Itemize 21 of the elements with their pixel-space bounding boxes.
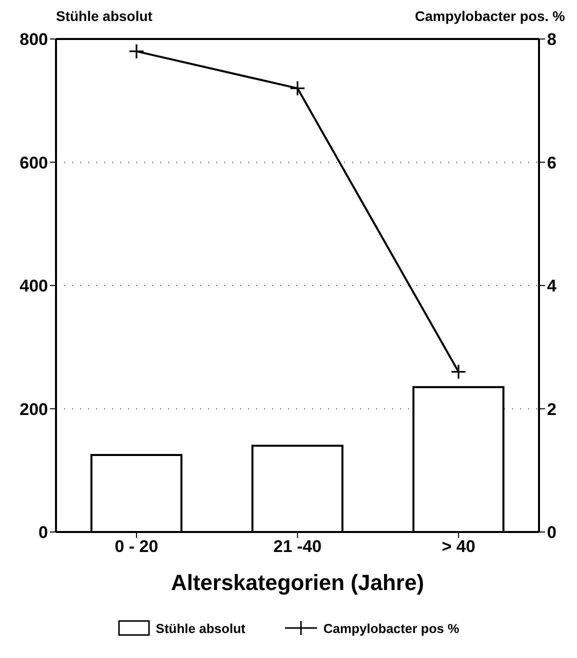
- y2-tick-label: 2: [547, 400, 556, 419]
- y2-tick-label: 8: [547, 30, 556, 50]
- point: [128, 44, 144, 60]
- legend-label: Stühle absolut: [154, 620, 246, 636]
- point: [290, 80, 306, 96]
- y2-axis-title: Campylobacter pos. %: [414, 8, 565, 26]
- y2-tick-label: 4: [547, 276, 557, 296]
- y-tick-label: 200: [20, 400, 48, 419]
- x-axis-title: Alterskategorien (Jahre): [170, 570, 424, 595]
- legend-label: Campylobacter pos %: [322, 620, 460, 636]
- x-tick-label: 0 - 20: [114, 537, 158, 556]
- y-axis-title: Stühle absolut: [56, 8, 152, 26]
- y-tick-label: 0: [38, 523, 48, 542]
- y-tick-label: 800: [20, 30, 48, 50]
- y-tick-label: 400: [20, 276, 48, 296]
- y2-tick-label: 0: [547, 523, 556, 542]
- y-tick-label: 600: [20, 153, 48, 172]
- x-tick-label: 21 -40: [273, 537, 322, 556]
- y2-tick-label: 6: [547, 153, 556, 172]
- x-tick-label: > 40: [442, 537, 476, 556]
- point: [450, 364, 466, 380]
